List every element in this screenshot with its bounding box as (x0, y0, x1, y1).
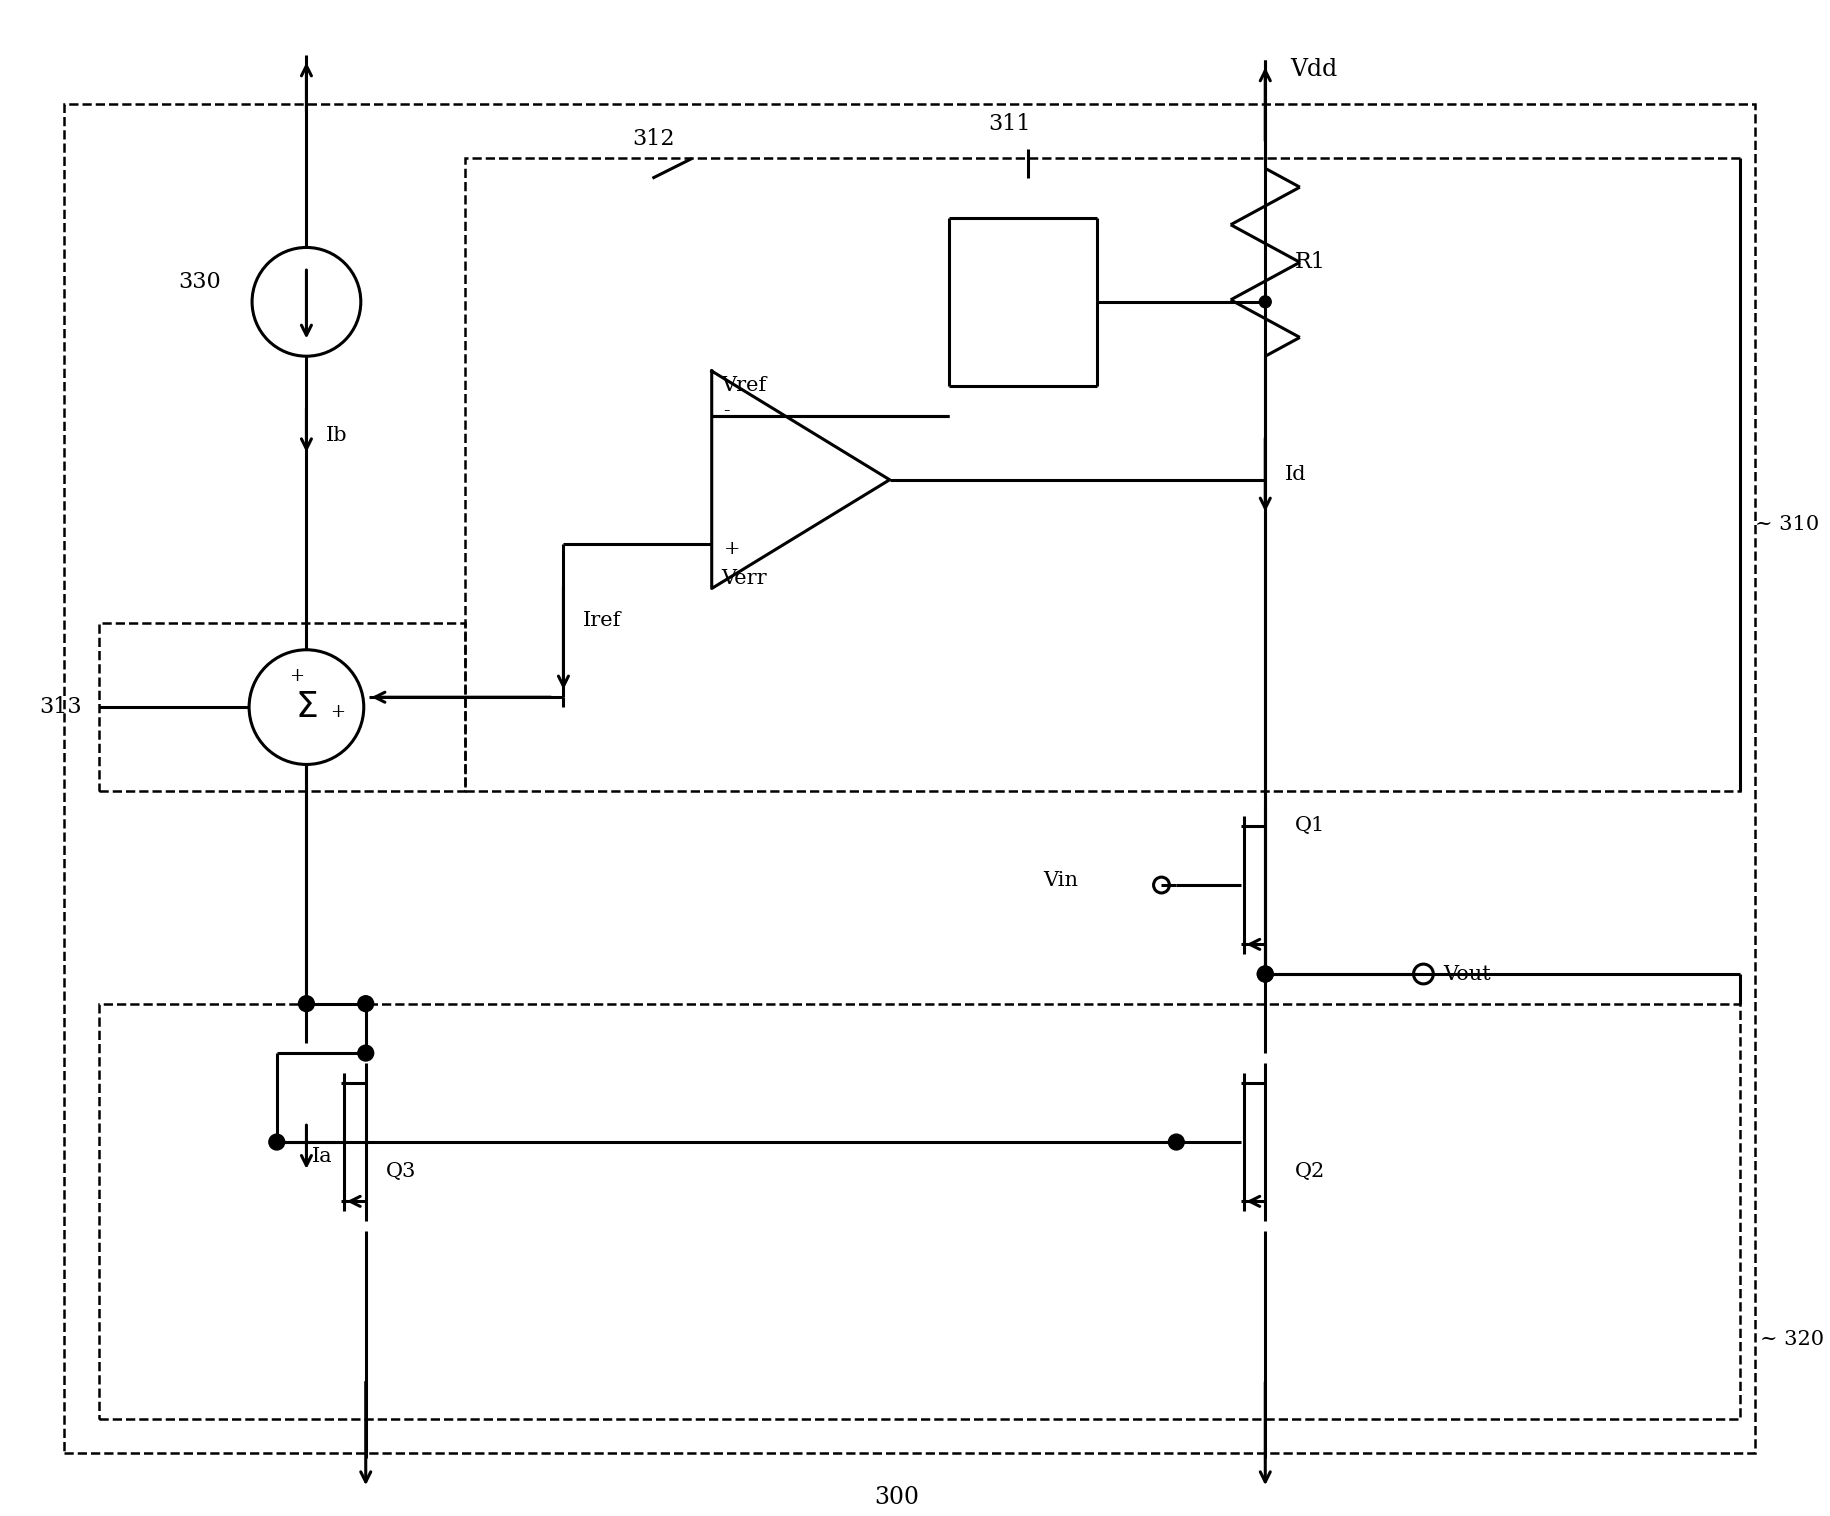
Circle shape (269, 1134, 285, 1151)
Text: Q2: Q2 (1296, 1163, 1325, 1181)
Bar (99, 1004, 1740, 1419)
Circle shape (1257, 966, 1274, 982)
Text: Iref: Iref (584, 611, 622, 629)
Text: ~ 320: ~ 320 (1759, 1330, 1825, 1349)
Text: Vin: Vin (1043, 870, 1078, 890)
Text: 300: 300 (875, 1486, 919, 1510)
Text: $\Sigma$: $\Sigma$ (295, 690, 318, 725)
Circle shape (298, 996, 315, 1011)
Text: Ib: Ib (326, 426, 348, 444)
Text: Vdd: Vdd (1290, 58, 1338, 80)
Text: +: + (331, 703, 346, 722)
Circle shape (359, 996, 373, 1011)
Text: 330: 330 (178, 271, 221, 293)
Circle shape (359, 1045, 373, 1061)
Text: Q3: Q3 (386, 1163, 415, 1181)
Text: Vout: Vout (1444, 964, 1491, 984)
Text: 312: 312 (633, 127, 675, 150)
Text: +: + (723, 540, 739, 558)
Text: Q1: Q1 (1296, 816, 1325, 835)
Text: 311: 311 (988, 112, 1030, 135)
Text: R1: R1 (1296, 252, 1325, 273)
Text: Verr: Verr (721, 568, 767, 588)
Text: 313: 313 (40, 696, 82, 719)
Text: -: - (723, 402, 730, 420)
Text: +: + (289, 667, 304, 685)
Circle shape (1257, 966, 1274, 982)
Circle shape (1168, 1134, 1184, 1151)
Text: Id: Id (1285, 465, 1307, 484)
Text: Ia: Ia (311, 1148, 331, 1166)
Bar (99, 623, 465, 791)
Text: Vref: Vref (721, 376, 767, 396)
Bar (465, 159, 1740, 791)
Circle shape (1259, 296, 1272, 308)
Text: ~ 310: ~ 310 (1755, 515, 1819, 534)
